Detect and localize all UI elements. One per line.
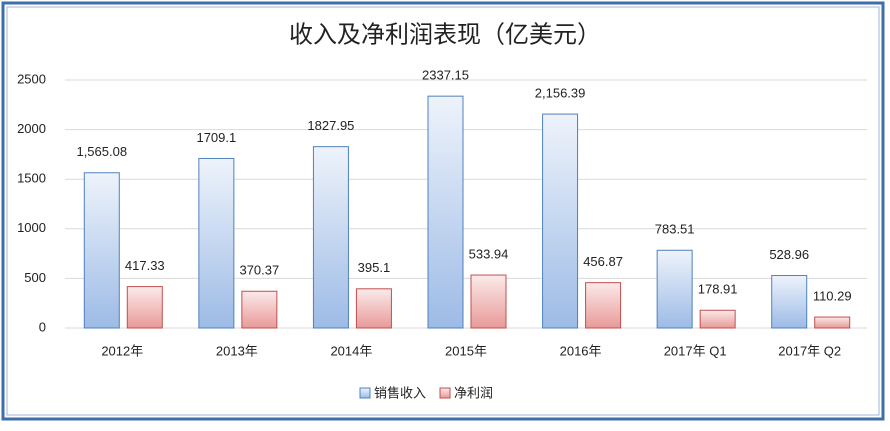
bar [355,288,392,329]
chart-title: 收入及净利润表现（亿美元） [289,21,601,48]
y-tick-label: 2500 [17,71,46,86]
chart-inner-frame [6,6,880,416]
x-tick-label: 2013年 [216,343,258,358]
x-tick-label: 2016年 [560,343,602,358]
value-label: 395.1 [358,260,391,275]
bar [470,274,507,329]
bar [312,146,349,329]
legend-label: 净利润 [454,385,493,400]
bar [585,282,622,329]
bar [83,172,120,329]
bar [198,157,235,329]
bar [542,113,579,329]
bar [771,275,808,329]
legend-swatch [359,387,371,399]
y-tick-label: 1500 [17,171,46,186]
value-label: 1827.95 [307,118,354,133]
y-tick-label: 0 [39,319,46,334]
x-tick-label: 2012年 [101,343,143,358]
x-tick-label: 2014年 [330,343,372,358]
x-tick-label: 2017年 Q2 [778,343,841,358]
bar [699,309,736,329]
bar [241,290,278,329]
value-label: 1709.1 [196,130,236,145]
bar [427,95,464,329]
legend-swatch [439,387,451,399]
legend-label: 销售收入 [374,385,426,400]
bar [656,249,693,329]
y-tick-label: 2000 [17,121,46,136]
value-label: 417.33 [125,258,165,273]
bar [814,316,851,329]
value-label: 528.96 [769,247,809,262]
x-tick-label: 2017年 Q1 [664,343,727,358]
y-tick-label: 1000 [17,220,46,235]
value-label: 783.51 [655,222,695,237]
value-label: 178.91 [698,282,738,297]
value-label: 1,565.08 [76,144,127,159]
x-tick-label: 2015年 [445,343,487,358]
value-label: 2,156.39 [535,86,586,101]
value-label: 533.94 [469,246,509,261]
bar [126,286,163,329]
value-label: 110.29 [813,288,852,303]
y-tick-label: 500 [24,270,46,285]
value-label: 2337.15 [422,68,469,83]
value-label: 456.87 [583,254,623,269]
value-label: 370.37 [239,263,279,278]
